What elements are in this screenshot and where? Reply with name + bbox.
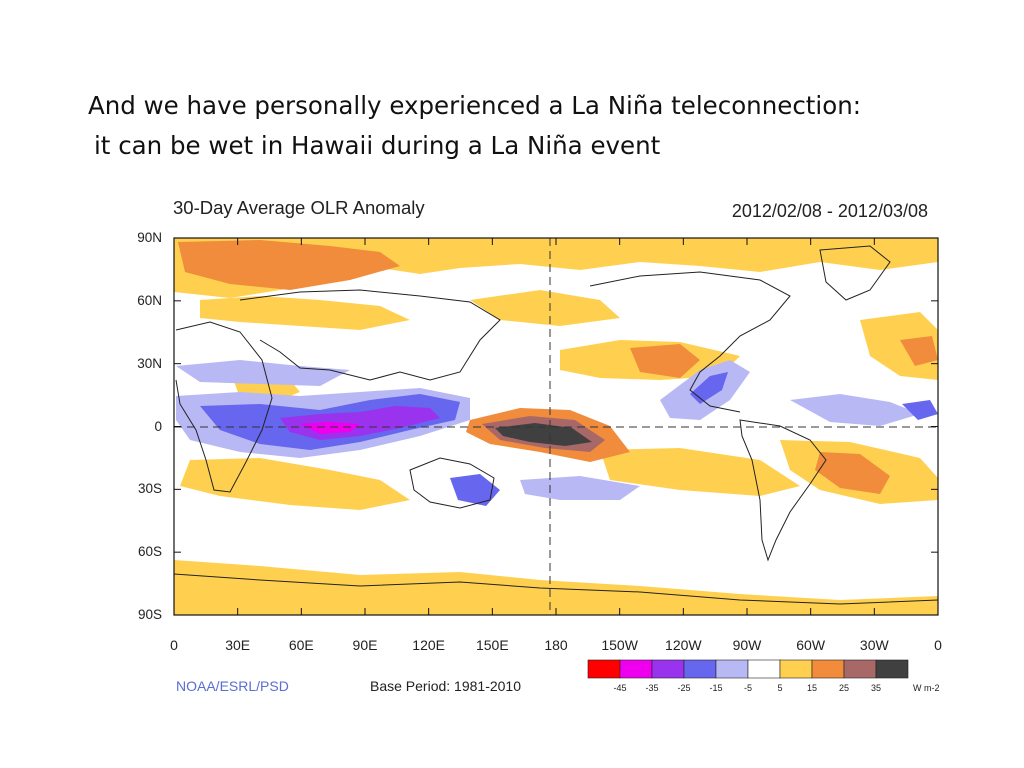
lon-label: 120W	[665, 637, 702, 653]
colorbar-swatch	[747, 659, 781, 679]
coastline-antarctica	[174, 573, 938, 605]
anomaly-atlantic-negative-mid	[902, 400, 938, 420]
lon-ticks	[173, 238, 939, 615]
anomaly-greenland-orange	[178, 240, 400, 290]
lat-label: 90N	[137, 230, 162, 245]
lon-label: 120E	[412, 637, 445, 653]
lon-label: 150W	[601, 637, 638, 653]
lon-label: 90W	[732, 637, 762, 653]
anomaly-brazil-orange	[815, 452, 890, 494]
lon-label: 180	[544, 637, 568, 653]
base-period-label: Base Period: 1981-2010	[370, 678, 521, 694]
colorbar-swatch	[843, 659, 877, 679]
coastline-greenland	[819, 245, 891, 301]
lon-label: 60W	[796, 637, 826, 653]
colorbar-tick-label: -15	[709, 683, 723, 693]
anomaly-australia-negative	[450, 474, 500, 506]
slide-title-line1: And we have personally experienced a La …	[88, 91, 861, 120]
colorbar-tick-label: 25	[838, 683, 849, 693]
coastline-north-america	[589, 271, 791, 413]
coastline-south-america	[739, 419, 827, 562]
lon-label: 0	[170, 637, 178, 653]
anomaly-south-pacific-positive	[600, 448, 800, 496]
lat-label: 90S	[137, 607, 162, 622]
anomaly-npac-orange	[630, 344, 700, 378]
anomaly-indian-ocean-negative-peak	[300, 422, 360, 434]
anomaly-east-atlantic-orange	[900, 336, 938, 366]
lat-label: 60N	[137, 292, 162, 308]
figure-title: 30-Day Average OLR Anomaly	[173, 197, 425, 218]
lon-label: 60E	[288, 637, 314, 653]
lat-ticks	[174, 237, 938, 616]
colorbar-tick-label: -35	[645, 683, 659, 693]
coastline-australia	[409, 457, 495, 509]
colorbar-swatch	[651, 659, 685, 679]
coastlines	[174, 245, 938, 605]
colorbar-swatch	[715, 659, 749, 679]
anomaly-subtropic-negative	[176, 360, 350, 386]
anomaly-russia-positive	[200, 296, 410, 330]
colorbar-swatch	[587, 659, 621, 679]
lon-label: 0	[934, 637, 942, 653]
anomaly-north-america-negative-mid	[690, 372, 728, 404]
anomaly-npac-positive	[470, 290, 620, 326]
lon-label: 90E	[352, 637, 378, 653]
colorbar-swatch	[875, 659, 909, 679]
anomaly-pacific-dark-core	[495, 423, 592, 446]
anomaly-indian-ocean-positive	[180, 458, 410, 510]
colorbar-tick-label: 35	[870, 683, 881, 693]
lat-label: 30S	[137, 481, 162, 497]
anomaly-south-negative	[520, 476, 640, 500]
colorbar	[587, 659, 909, 679]
colorbar-unit: W m-2	[913, 683, 940, 693]
lon-label: 150E	[475, 637, 509, 653]
slide-title: And we have personally experienced a La …	[88, 86, 988, 166]
anomaly-southern-ocean-positive	[174, 560, 938, 615]
colorbar-swatch	[811, 659, 845, 679]
anomaly-atlantic-negative	[790, 394, 920, 426]
colorbar-tick-label: -45	[613, 683, 627, 693]
colorbar-tick-label: -25	[677, 683, 691, 693]
coastline-eurasia	[239, 289, 501, 381]
lat-label: 0	[154, 418, 162, 434]
lat-label: 30N	[137, 355, 162, 371]
credit-label: NOAA/ESRL/PSD	[176, 678, 289, 694]
lat-label: 60S	[137, 544, 162, 560]
colorbar-swatch	[683, 659, 717, 679]
lon-label: 30W	[859, 637, 889, 653]
figure-date-range: 2012/02/08 - 2012/03/08	[731, 201, 928, 221]
colorbar-swatch	[779, 659, 813, 679]
colorbar-tick-label: -5	[743, 683, 752, 693]
slide-title-line2: it can be wet in Hawaii during a La Niña…	[94, 131, 661, 160]
lon-label: 30E	[225, 637, 251, 653]
colorbar-tick-label: 15	[806, 683, 817, 693]
coastline-africa	[175, 321, 273, 493]
anomaly-field	[174, 238, 938, 615]
colorbar-tick-label: 5	[777, 683, 783, 693]
colorbar-swatch	[619, 659, 653, 679]
